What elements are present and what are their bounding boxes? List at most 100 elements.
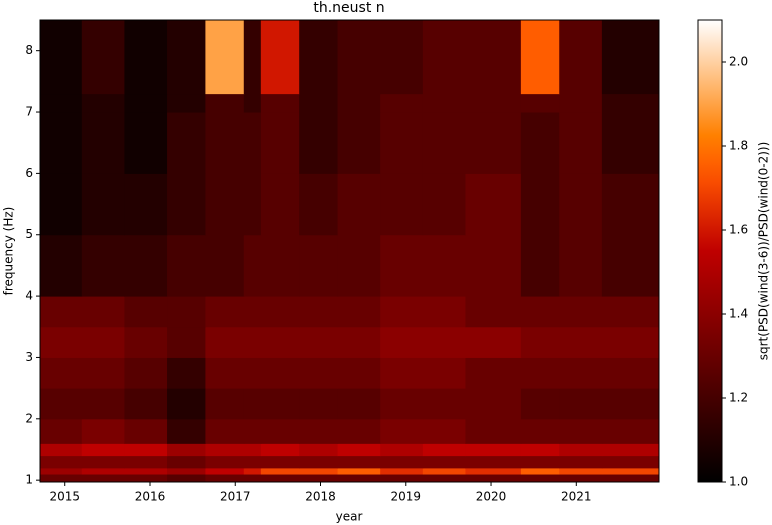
heatmap-cell <box>243 296 262 328</box>
heatmap-cell <box>520 112 560 174</box>
heatmap-cell <box>81 388 125 420</box>
heatmap-cell <box>81 296 125 328</box>
y-tick-label: 8 <box>25 43 33 57</box>
heatmap-cell <box>124 112 168 174</box>
heatmap-cell <box>422 20 466 95</box>
colorbar-tick-label: 2.0 <box>729 55 748 69</box>
heatmap-cell <box>124 388 168 420</box>
plot-frame <box>39 19 660 483</box>
heatmap-cell <box>465 455 522 469</box>
heatmap-cell <box>422 296 466 328</box>
heatmap-cell <box>260 112 300 174</box>
heatmap-cell <box>167 173 206 236</box>
heatmap-cell <box>205 112 245 174</box>
heatmap-cell <box>559 418 603 444</box>
heatmap-cell <box>380 93 424 113</box>
heatmap-cell <box>40 418 83 444</box>
heatmap-cell <box>601 474 660 483</box>
heatmap-cell <box>337 443 381 457</box>
x-tick-label: 2019 <box>390 490 421 504</box>
heatmap-cell <box>167 474 206 483</box>
heatmap-cell <box>559 173 603 236</box>
heatmap-cell <box>243 112 262 174</box>
heatmap-cell <box>601 234 660 297</box>
heatmap-cell <box>243 173 262 236</box>
heatmap-cell <box>559 388 603 420</box>
heatmap-cell <box>520 234 560 297</box>
heatmap-cell <box>299 455 339 469</box>
heatmap-cell <box>422 234 466 297</box>
heatmap-cell <box>299 474 339 483</box>
heatmap-cell <box>205 20 245 95</box>
heatmap-cell <box>520 93 560 113</box>
heatmap-cell <box>260 443 300 457</box>
heatmap-cell <box>601 173 660 236</box>
heatmap-cell <box>465 296 522 328</box>
colorbar <box>698 20 722 482</box>
heatmap-cell <box>520 455 560 469</box>
heatmap-cell <box>559 474 603 483</box>
heatmap-cell <box>337 467 381 475</box>
heatmap-cell <box>205 296 245 328</box>
heatmap-cell <box>243 20 262 95</box>
heatmap-cell <box>465 93 522 113</box>
heatmap-cell <box>465 173 522 236</box>
heatmap-cell <box>422 326 466 358</box>
x-tick-label: 2020 <box>476 490 507 504</box>
heatmap-cell <box>465 443 522 457</box>
heatmap-cell <box>559 455 603 469</box>
heatmap-cell <box>260 418 300 444</box>
heatmap-cell <box>205 443 245 457</box>
heatmap-cell <box>124 93 168 113</box>
heatmap-cell <box>40 467 83 475</box>
heatmap-cell <box>465 467 522 475</box>
heatmap-cell <box>601 296 660 328</box>
heatmap-cell <box>81 455 125 469</box>
heatmap-cell <box>337 474 381 483</box>
heatmap-cell <box>167 357 206 389</box>
y-axis-label: frequency (Hz) <box>2 207 16 296</box>
heatmap-cell <box>260 357 300 389</box>
colorbar-tick-label: 1.4 <box>729 307 748 321</box>
heatmap-cell <box>520 357 560 389</box>
heatmap-cell <box>124 443 168 457</box>
heatmap-cell <box>422 455 466 469</box>
heatmap-cell <box>124 173 168 236</box>
y-tick-label: 2 <box>25 411 33 425</box>
heatmap-cell <box>559 93 603 113</box>
y-tick-label: 1 <box>25 473 33 487</box>
heatmap-cell <box>337 455 381 469</box>
heatmap-cell <box>299 443 339 457</box>
heatmap-cell <box>81 234 125 297</box>
heatmap-cell <box>422 418 466 444</box>
heatmap-cell <box>601 93 660 113</box>
heatmap-cell <box>380 296 424 328</box>
heatmap-cell <box>299 296 339 328</box>
heatmap-cell <box>380 357 424 389</box>
heatmap-cell <box>167 93 206 113</box>
heatmap-cell <box>299 326 339 358</box>
heatmap-cell <box>205 474 245 483</box>
heatmap-cell <box>40 234 83 297</box>
chart-title: th.neust n <box>313 0 384 16</box>
heatmap-cell <box>601 326 660 358</box>
heatmap-cell <box>40 93 83 113</box>
heatmap-cell <box>601 357 660 389</box>
heatmap-cell <box>520 326 560 358</box>
heatmap-cell <box>380 443 424 457</box>
heatmap-cell <box>40 20 83 95</box>
heatmap-cell <box>243 326 262 358</box>
heatmap-cell <box>81 474 125 483</box>
heatmap-cell <box>559 20 603 95</box>
heatmap-cell <box>243 467 262 475</box>
heatmap-cell <box>520 296 560 328</box>
heatmap-cell <box>260 455 300 469</box>
heatmap-cell <box>40 296 83 328</box>
heatmap-cell <box>380 112 424 174</box>
heatmap-cell <box>337 326 381 358</box>
heatmap-cell <box>422 467 466 475</box>
heatmap-cell <box>40 455 83 469</box>
heatmap-cell <box>124 418 168 444</box>
heatmap-cell <box>167 112 206 174</box>
heatmap-cell <box>167 234 206 297</box>
